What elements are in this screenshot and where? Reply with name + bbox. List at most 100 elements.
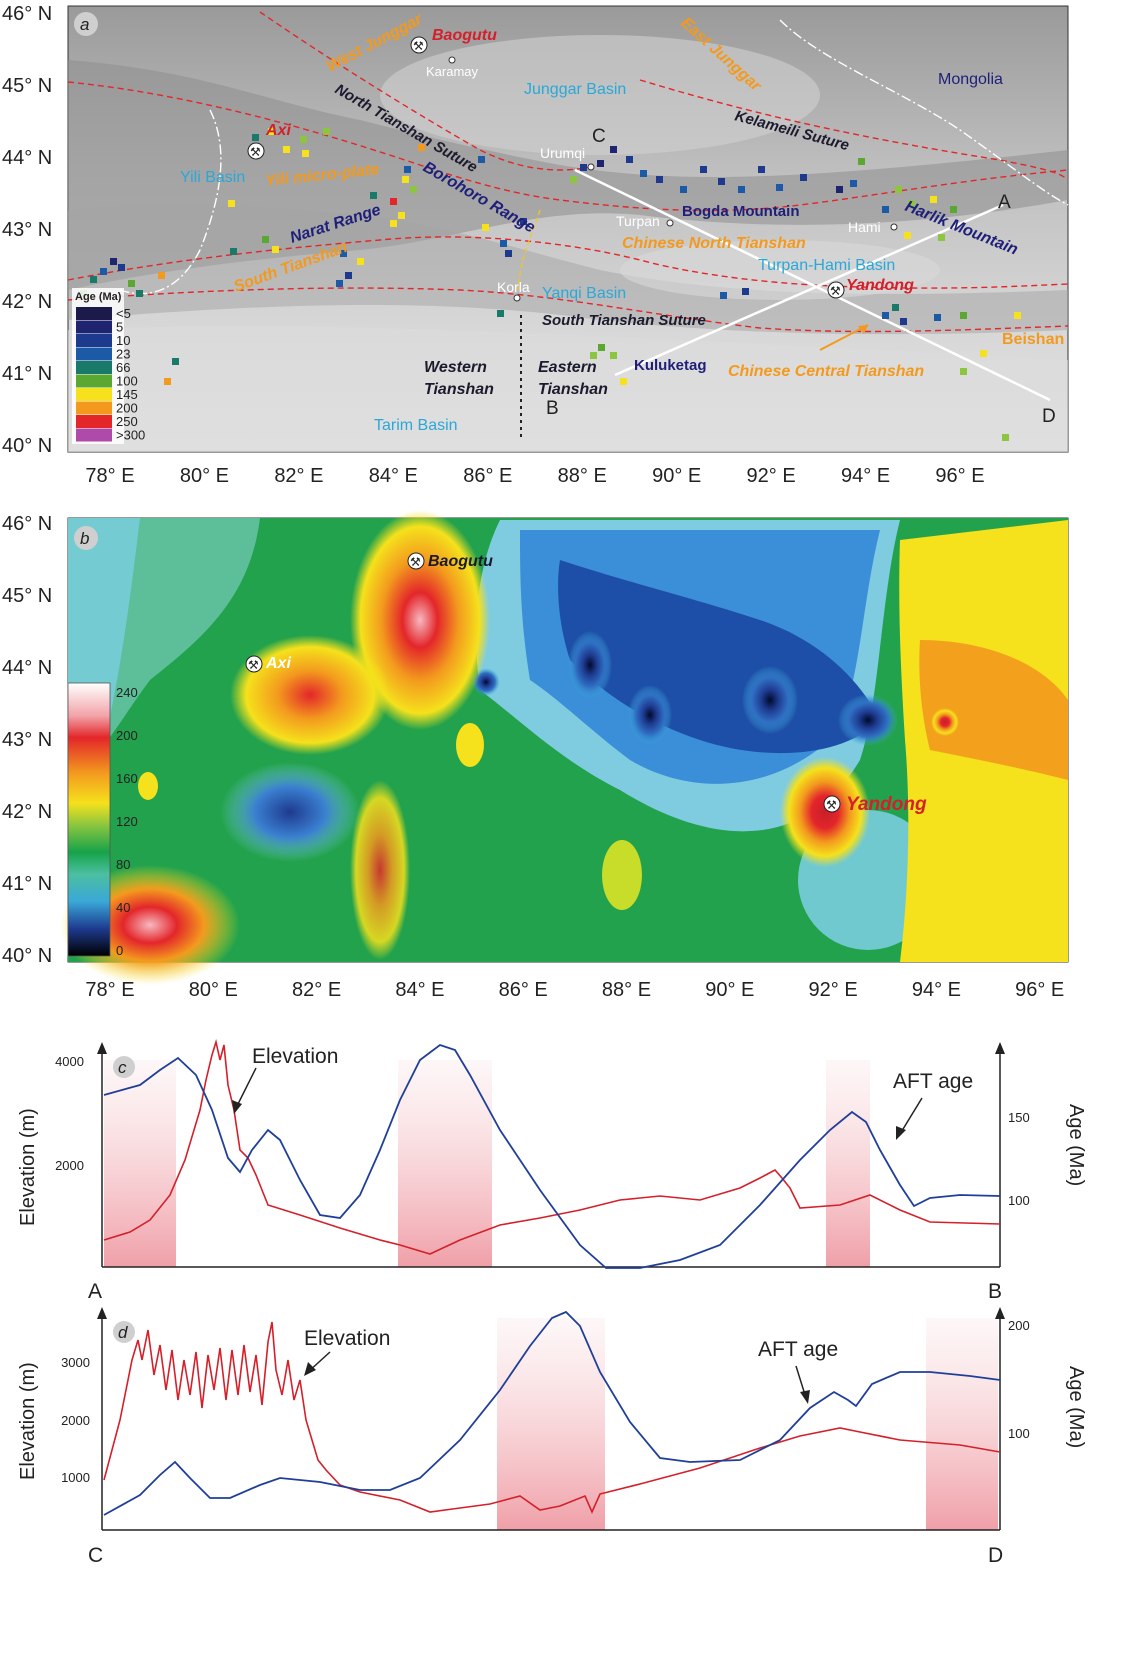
c-right-ylabel: Age (Ma) xyxy=(1065,1104,1087,1186)
d-right-ylabel: Age (Ma) xyxy=(1065,1366,1087,1448)
legend-swatch xyxy=(76,361,112,374)
label-a-map: A xyxy=(998,192,1011,213)
c-right-tick: 150 xyxy=(1008,1110,1030,1125)
panel-a-tag: a xyxy=(80,15,89,34)
lon-label: 88° E xyxy=(602,979,651,1001)
legend-label: 250 xyxy=(116,414,138,429)
d-right-tick: 200 xyxy=(1008,1318,1030,1333)
legend-label: 10 xyxy=(116,333,130,348)
aft-age-line-c xyxy=(103,1043,1001,1269)
lat-label: 42° N xyxy=(2,291,52,313)
panel-b-lon-labels: 78° E 80° E 82° E 84° E 86° E 88° E 90° E 92° E… xyxy=(85,979,1064,1001)
legend-swatch xyxy=(76,374,112,388)
legend-swatch xyxy=(76,388,112,401)
legend-swatch xyxy=(76,401,112,415)
axi-mine-icon-b: ⚒ xyxy=(245,655,263,673)
lat-label: 40° N xyxy=(2,435,52,457)
label-baogutu-b: Baogutu xyxy=(428,553,493,570)
lon-label: 94° E xyxy=(841,465,890,487)
panel-a-lon-labels: 78° E 80° E 82° E 84° E 86° E 88° E 90° E 92° E… xyxy=(85,465,984,487)
panel-d-profile: d 3000 2000 1000 200 100 xyxy=(61,1307,1030,1531)
label-c-profile: C xyxy=(88,1544,103,1567)
lon-label: 84° E xyxy=(395,979,444,1001)
d-left-ylabel: Elevation (m) xyxy=(17,1362,39,1480)
label-axi: Axi xyxy=(265,122,291,139)
panel-a-lat-labels: 46° N 45° N 44° N 43° N 42° N 41° N 40° N xyxy=(2,3,52,457)
label-hami: Hami xyxy=(848,219,881,235)
label-eastern-tianshan-1: Eastern xyxy=(538,359,597,376)
label-western-tianshan-2: Tianshan xyxy=(424,381,494,398)
d-right-tick: 100 xyxy=(1008,1426,1030,1441)
axi-mine-icon: ⚒ xyxy=(247,142,265,160)
label-turpan-hami-basin: Turpan-Hami Basin xyxy=(758,257,895,274)
label-eastern-tianshan-2: Tianshan xyxy=(538,381,608,398)
lon-label: 82° E xyxy=(274,465,323,487)
panel-c-profile: c 4000 2000 150 100 xyxy=(55,1038,1030,1269)
label-south-tianshan-suture: South Tianshan Suture xyxy=(542,312,706,329)
lon-label: 92° E xyxy=(747,465,796,487)
label-kuluketag: Kuluketag xyxy=(634,357,707,374)
svg-text:⚒: ⚒ xyxy=(826,798,837,812)
c-left-ylabel: Elevation (m) xyxy=(17,1108,39,1226)
legend-swatch xyxy=(76,415,112,428)
label-western-tianshan-1: Western xyxy=(424,359,487,376)
lon-label: 90° E xyxy=(705,979,754,1001)
yandong-mine-icon: ⚒ xyxy=(827,281,845,299)
legend-swatch xyxy=(76,307,112,320)
elevation-line-d xyxy=(103,1321,1001,1514)
legend-tick: 120 xyxy=(116,814,138,829)
lon-label: 80° E xyxy=(189,979,238,1001)
lat-label: 46° N xyxy=(2,513,52,535)
legend-label: >300 xyxy=(116,428,145,443)
label-chinese-north-tianshan: Chinese North Tianshan xyxy=(622,235,806,252)
svg-text:c: c xyxy=(118,1058,127,1077)
legend-tick: 200 xyxy=(116,728,138,743)
legend-label: 23 xyxy=(116,347,130,362)
label-d-map: D xyxy=(1042,406,1056,427)
lon-label: 94° E xyxy=(912,979,961,1001)
lat-label: 41° N xyxy=(2,363,52,385)
label-b-profile: B xyxy=(988,1280,1002,1303)
legend-swatch xyxy=(76,428,112,442)
panel-b-lat-labels: 46° N 45° N 44° N 43° N 42° N 41° N 40° N xyxy=(2,513,52,967)
legend-tick: 0 xyxy=(116,943,123,958)
lat-label: 41° N xyxy=(2,873,52,895)
lon-label: 82° E xyxy=(292,979,341,1001)
svg-text:⚒: ⚒ xyxy=(410,555,421,569)
lon-label: 86° E xyxy=(499,979,548,1001)
d-left-tick: 1000 xyxy=(61,1470,90,1485)
annotation-aft-c: AFT age xyxy=(893,1070,973,1093)
panel-b-tag: b xyxy=(80,529,89,548)
label-yandong: Yandong xyxy=(846,277,914,294)
legend-label: 5 xyxy=(116,320,123,335)
label-beishan: Beishan xyxy=(1002,331,1064,348)
svg-text:⚒: ⚒ xyxy=(413,39,424,53)
lat-label: 44° N xyxy=(2,657,52,679)
lon-label: 80° E xyxy=(180,465,229,487)
label-korla: Korla xyxy=(497,279,530,295)
d-left-tick: 2000 xyxy=(61,1413,90,1428)
label-junggar-basin: Junggar Basin xyxy=(524,81,626,98)
panel-b-map: b 240 200 160 120 80 40 0 ⚒ ⚒ ⚒ Baogutu Axi Ya… xyxy=(2,510,1069,1001)
lon-label: 96° E xyxy=(935,465,984,487)
lat-label: 46° N xyxy=(2,3,52,25)
legend-tick: 40 xyxy=(116,900,130,915)
lat-label: 43° N xyxy=(2,219,52,241)
label-a-profile: A xyxy=(88,1280,102,1303)
lat-label: 45° N xyxy=(2,75,52,97)
label-tarim-basin: Tarim Basin xyxy=(374,417,458,434)
svg-text:⚒: ⚒ xyxy=(250,145,261,159)
lat-label: 45° N xyxy=(2,585,52,607)
lat-label: 42° N xyxy=(2,801,52,823)
panel-a-map: a xyxy=(2,3,1069,487)
lon-label: 84° E xyxy=(369,465,418,487)
legend-tick: 80 xyxy=(116,857,130,872)
c-left-tick: 2000 xyxy=(55,1158,84,1173)
legend-label: 145 xyxy=(116,387,138,402)
label-yandong-b: Yandong xyxy=(846,794,927,815)
label-chinese-central-tianshan: Chinese Central Tianshan xyxy=(728,363,924,380)
legend-swatch xyxy=(76,347,112,361)
lon-label: 78° E xyxy=(85,979,134,1001)
